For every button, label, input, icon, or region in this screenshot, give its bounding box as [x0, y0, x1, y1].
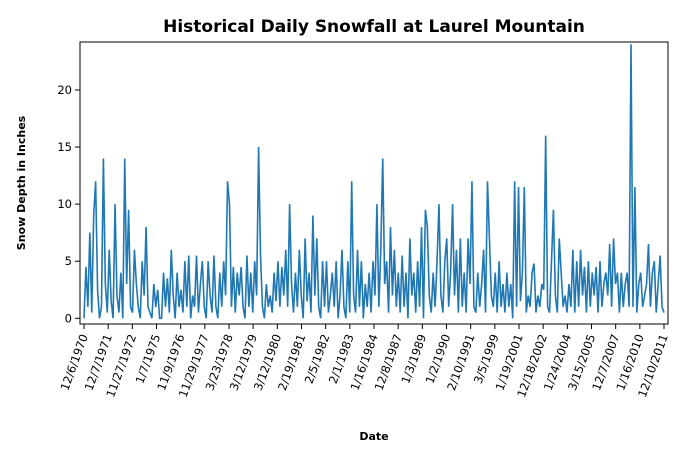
y-tick-label: 10 [57, 197, 72, 211]
y-axis-label: Snow Depth in Inches [15, 115, 28, 250]
x-axis-label: Date [359, 430, 388, 443]
y-axis-ticks: 0 5 10 15 20 [57, 83, 80, 325]
plot-area [83, 44, 665, 320]
y-tick-label: 15 [57, 140, 72, 154]
x-axis-ticks: 12/6/197012/7/197111/27/19721/7/197511/9… [57, 324, 671, 399]
y-tick-label: 5 [65, 254, 72, 268]
y-tick-label: 0 [65, 311, 72, 325]
y-tick-label: 20 [57, 83, 72, 97]
axes-frame [79, 41, 669, 325]
chart-title: Historical Daily Snowfall at Laurel Moun… [163, 17, 585, 37]
series-line [83, 44, 665, 320]
